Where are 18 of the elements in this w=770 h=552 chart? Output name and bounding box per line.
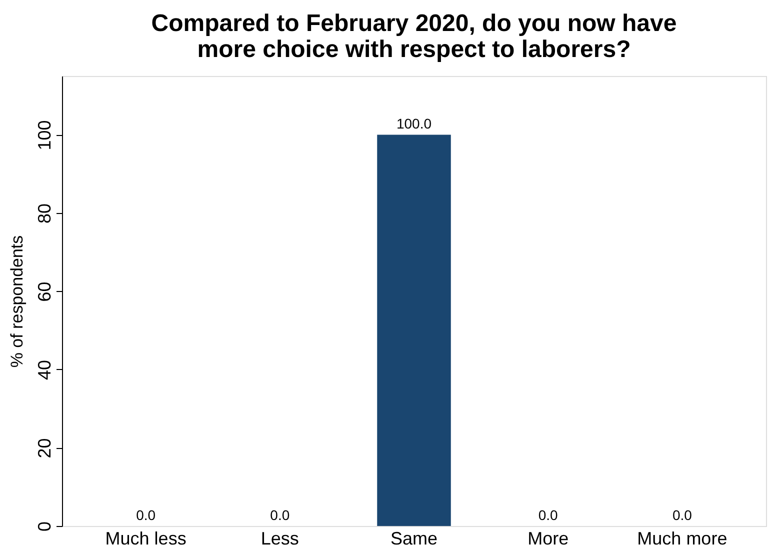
y-axis-title: % of respondents: [8, 235, 26, 368]
x-tick-label: Much more: [637, 528, 728, 548]
y-tick-label: 80: [34, 203, 54, 224]
y-tick-label: 40: [34, 360, 54, 380]
y-tick-label: 60: [34, 282, 54, 302]
y-tick-label: 100: [34, 120, 54, 150]
data-label: 0.0: [672, 507, 692, 523]
x-tick-label: Same: [390, 528, 438, 548]
data-label: 0.0: [136, 507, 156, 523]
y-tick-label: 0: [34, 521, 54, 532]
data-label: 0.0: [538, 507, 558, 523]
data-label: 0.0: [270, 507, 290, 523]
data-label: 100.0: [396, 116, 432, 132]
x-tick-label: Much less: [105, 528, 186, 548]
x-tick-label: More: [528, 528, 569, 548]
chart-title: Compared to February 2020, do you now have more choice with respect to laborers?: [151, 10, 677, 63]
y-tick-label: 20: [34, 438, 54, 458]
x-tick-label: Less: [260, 528, 299, 548]
